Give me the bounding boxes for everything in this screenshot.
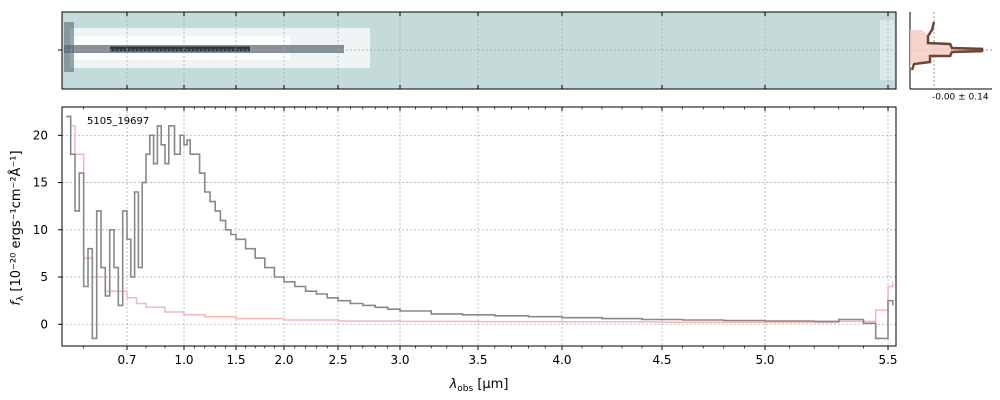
spectrum-2d-trace-core	[110, 46, 250, 52]
x-tick-label: 2.5	[328, 353, 347, 367]
x-axis-label: λobs [μm]	[449, 377, 509, 394]
x-tick-label: 5.5	[878, 353, 897, 367]
y-axis-label: fλ [10⁻²⁰ ergs⁻¹cm⁻²Å⁻¹]	[8, 150, 26, 305]
x-tick-label: 2.0	[274, 353, 293, 367]
x-tick-label: 4.0	[552, 353, 571, 367]
profile-line	[910, 21, 984, 71]
x-tick-label: 5.0	[755, 353, 774, 367]
x-tick-label: 3.5	[468, 353, 487, 367]
y-tick-label: 20	[33, 128, 48, 142]
spectrum-1d-panel: 0.7 1.0 1.5 2.0 2.5 3.0 3.5 4.0 4.5 5.0 5.5 0 5 10 15…	[8, 106, 898, 394]
series-flux-line	[66, 115, 894, 340]
x-tick-label: 1.0	[174, 353, 193, 367]
spectrum-2d-panel	[58, 11, 897, 90]
x-axis-ticks: 0.7 1.0 1.5 2.0 2.5 3.0 3.5 4.0 4.5 5.0 5.5	[83, 107, 898, 367]
y-axis-ticks: 0 5 10 15 20	[33, 128, 62, 331]
spectrum-1d-grid	[62, 107, 896, 346]
x-tick-label: 3.0	[390, 353, 409, 367]
profile-panel: -0.00 ± 0.14	[909, 12, 992, 103]
y-tick-label: 0	[40, 317, 48, 331]
x-tick-label: 1.5	[226, 353, 245, 367]
y-tick-label: 5	[40, 270, 48, 284]
spectrum-2d-left-edge	[64, 22, 74, 72]
spectrum-1d-frame	[61, 106, 897, 347]
y-tick-label: 15	[33, 176, 48, 190]
spectrum-2d-grid	[62, 12, 896, 89]
x-tick-label: 0.7	[117, 353, 136, 367]
profile-annotation: -0.00 ± 0.14	[932, 93, 989, 103]
y-tick-label: 10	[33, 223, 48, 237]
x-tick-label: 4.5	[652, 353, 671, 367]
object-label: 5105_19697	[87, 116, 149, 127]
spectrum-1d-series	[66, 115, 894, 340]
